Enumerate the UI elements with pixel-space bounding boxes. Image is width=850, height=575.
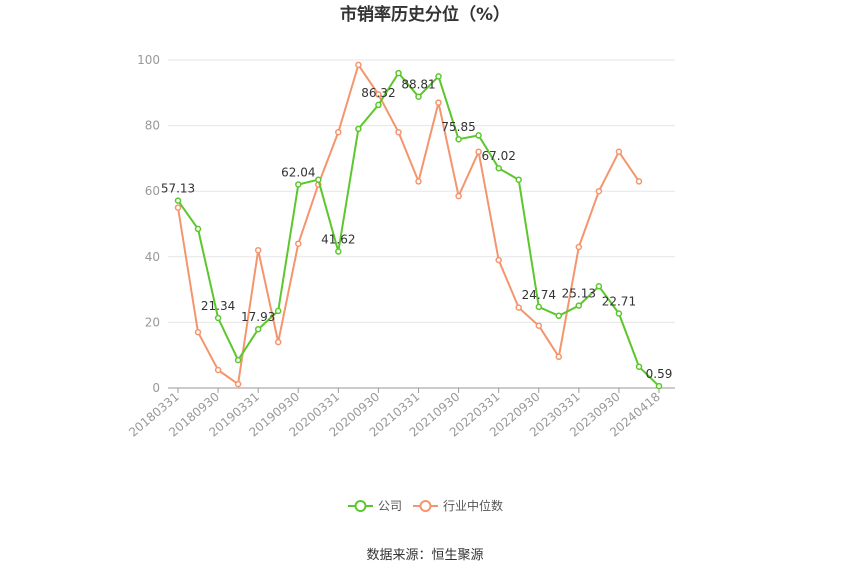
y-tick-label-0: 0 xyxy=(152,381,160,395)
point-industry-20231231 xyxy=(635,178,643,185)
series-lines xyxy=(174,61,663,390)
point-industry-20190630 xyxy=(274,338,282,346)
point-company-20200331 xyxy=(335,248,342,255)
series-line-company xyxy=(177,72,660,387)
data-label-company-20190930: 62.04 xyxy=(281,166,315,180)
point-company-20230930 xyxy=(615,310,623,317)
point-company-20200930 xyxy=(375,101,382,109)
point-industry-20230630 xyxy=(595,187,603,195)
point-industry-20190930 xyxy=(295,240,302,247)
point-industry-20201231 xyxy=(395,128,402,136)
point-industry-20210930 xyxy=(455,192,462,200)
data-labels: 57.13 21.34 17.93 62.04 41.62 86.32 88.81 75.85… xyxy=(161,78,673,381)
legend-item-industry[interactable]: 行业中位数 xyxy=(413,498,503,513)
point-industry-20230331 xyxy=(575,243,583,251)
point-industry-20221231 xyxy=(555,353,563,361)
data-label-company-20240418: 0.59 xyxy=(646,367,673,381)
point-industry-20220331 xyxy=(495,256,502,264)
point-company-20210630 xyxy=(435,73,442,80)
axes: 0204060801002018033120180930201903312019… xyxy=(126,53,675,440)
point-industry-20210331 xyxy=(415,178,422,185)
legend-item-company[interactable]: 公司 xyxy=(348,499,402,513)
point-company-20240418 xyxy=(655,382,663,390)
point-company-20181231 xyxy=(234,356,242,364)
legend-marker-company xyxy=(354,500,367,512)
point-company-20200630 xyxy=(355,125,362,133)
point-company-20211231 xyxy=(475,132,482,139)
point-industry-20180930 xyxy=(214,366,222,374)
point-industry-20200331 xyxy=(335,128,342,136)
data-label-company-20210331: 88.81 xyxy=(401,78,435,92)
point-company-20210331 xyxy=(415,93,422,100)
point-company-20220630 xyxy=(515,176,522,183)
point-company-20220331 xyxy=(495,164,502,172)
chart-title: 市销率历史分位（%） xyxy=(340,4,510,25)
data-label-company-20190331: 17.93 xyxy=(241,310,275,324)
data-source: 数据来源：恒生聚源 xyxy=(366,548,483,563)
data-label-company-20220331: 67.02 xyxy=(482,149,516,163)
data-label-company-20200331: 41.62 xyxy=(321,233,355,247)
y-tick-label-100: 100 xyxy=(137,53,160,67)
y-tick-label-80: 80 xyxy=(145,119,160,133)
data-label-company-20230331: 25.13 xyxy=(562,287,596,301)
point-company-20190630 xyxy=(274,307,282,315)
data-label-company-20180930: 21.34 xyxy=(201,299,235,313)
point-industry-20181231 xyxy=(234,380,242,388)
point-company-20180930 xyxy=(214,314,222,322)
point-company-20191231 xyxy=(315,176,322,183)
legend-label-industry: 行业中位数 xyxy=(443,498,503,513)
data-label-company-20220930: 24.74 xyxy=(522,288,556,302)
point-industry-20200630 xyxy=(355,61,362,69)
point-company-20201231 xyxy=(395,69,402,77)
point-company-20221231 xyxy=(555,312,563,320)
point-industry-20220630 xyxy=(515,304,522,311)
point-company-20231231 xyxy=(635,363,643,370)
grid-lines xyxy=(168,59,675,323)
point-industry-20220930 xyxy=(535,322,543,329)
data-label-company-20200930: 86.32 xyxy=(361,86,395,100)
point-company-20180630 xyxy=(194,225,202,233)
point-company-20220930 xyxy=(535,303,543,311)
data-label-company-20230930: 22.71 xyxy=(602,295,636,309)
point-company-20210930 xyxy=(455,135,462,143)
point-industry-20210630 xyxy=(435,99,442,106)
y-tick-label-20: 20 xyxy=(145,315,160,329)
point-company-20190930 xyxy=(295,181,302,188)
legend-label-company: 公司 xyxy=(378,499,402,513)
y-tick-label-60: 60 xyxy=(145,184,160,198)
point-company-20190331 xyxy=(254,325,262,333)
point-industry-20211231 xyxy=(475,148,482,156)
y-tick-label-40: 40 xyxy=(145,250,160,264)
point-company-20180331 xyxy=(174,197,182,204)
point-industry-20230930 xyxy=(615,148,623,156)
point-industry-20190331 xyxy=(254,246,262,254)
data-label-company-20210930: 75.85 xyxy=(441,120,475,134)
point-company-20230331 xyxy=(575,302,583,309)
data-label-company-20180331: 57.13 xyxy=(161,182,195,196)
point-industry-20180630 xyxy=(194,328,202,336)
legend: 公司 行业中位数 xyxy=(348,498,503,513)
series-line-industry xyxy=(177,63,640,386)
point-industry-20200930 xyxy=(375,91,382,98)
point-industry-20180331 xyxy=(174,204,182,211)
point-company-20230630 xyxy=(595,283,603,290)
legend-marker-industry xyxy=(419,500,432,512)
